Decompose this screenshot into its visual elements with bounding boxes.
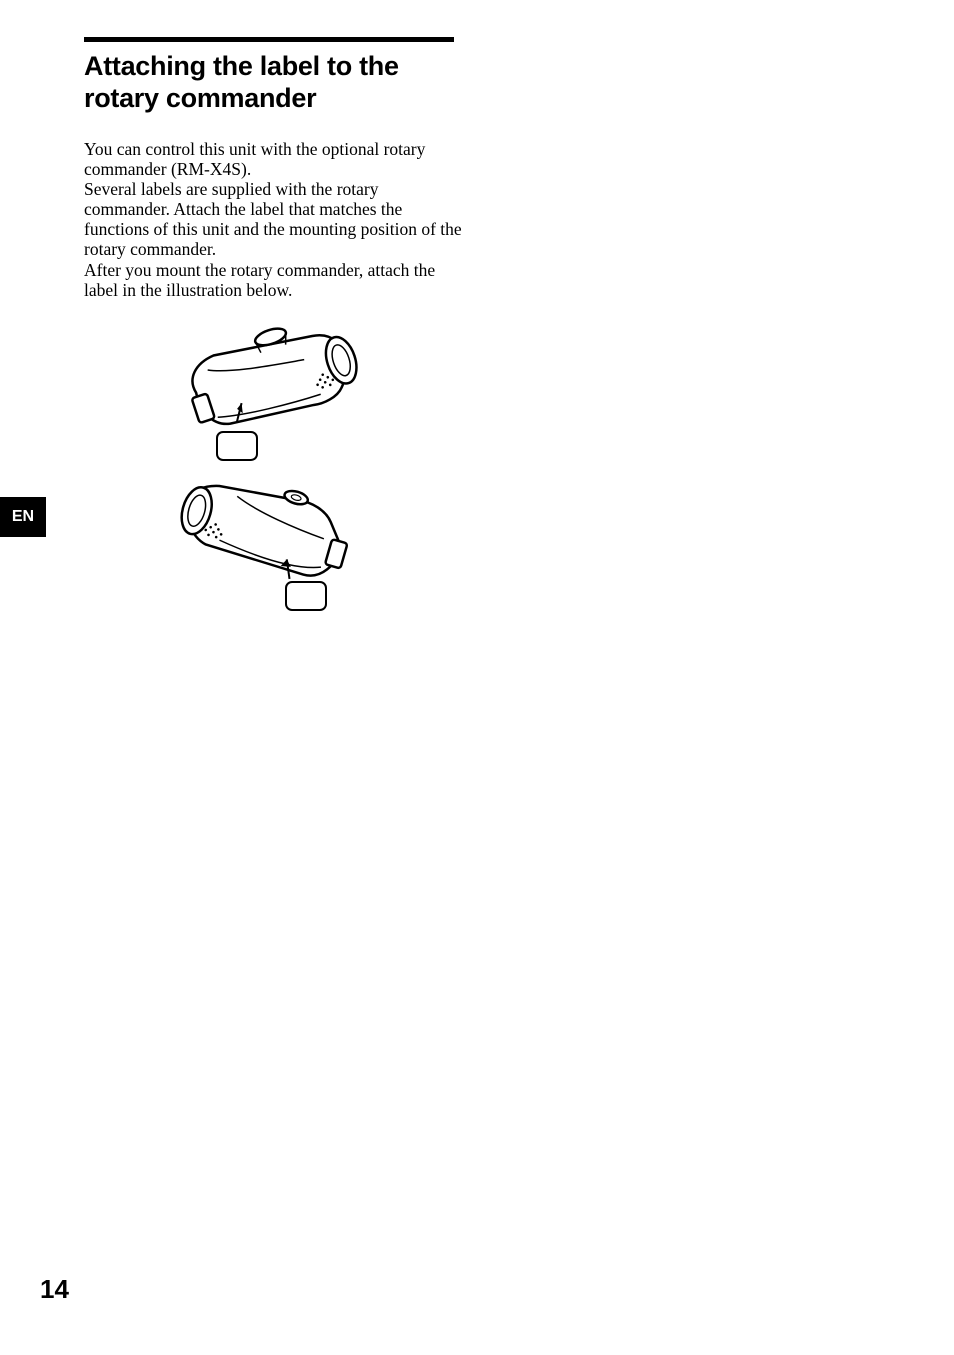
language-tab: EN [0,497,46,537]
page-number-value: 14 [40,1274,69,1304]
page-number: 14 [40,1274,69,1305]
paragraph-3: After you mount the rotary commander, at… [84,260,464,300]
body-text: You can control this unit with the optio… [84,139,464,300]
page-content: Attaching the label to the rotary comman… [0,0,954,620]
heading-line-2: rotary commander [84,83,316,113]
commander-diagram-svg [164,310,384,620]
heading-line-1: Attaching the label to the [84,51,399,81]
paragraph-2: Several labels are supplied with the rot… [84,179,464,260]
section-heading: Attaching the label to the rotary comman… [84,50,874,115]
paragraph-1: You can control this unit with the optio… [84,139,464,179]
language-tab-label: EN [12,508,34,526]
heading-rule [84,37,454,42]
rotary-commander-illustration [84,310,464,620]
